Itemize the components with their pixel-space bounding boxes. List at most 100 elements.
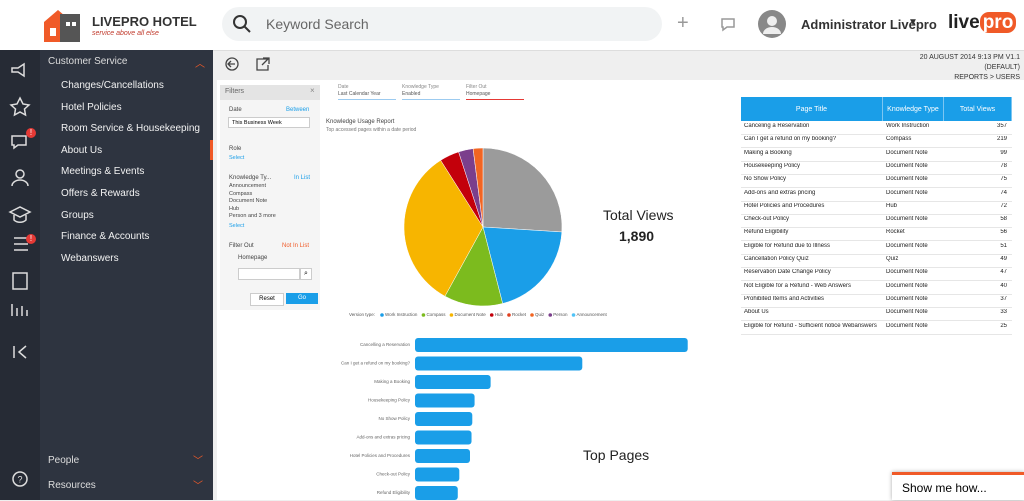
bar-title: Top Pages <box>583 447 650 463</box>
bar <box>415 412 473 426</box>
user-caret[interactable]: ▼ <box>908 17 918 28</box>
search-icon <box>233 15 251 33</box>
nav-item[interactable]: Hotel Policies <box>61 101 122 113</box>
value: This Business Week <box>232 120 282 126</box>
nav-item[interactable]: Offers & Rewards <box>61 188 140 199</box>
cell: Document Note <box>886 189 928 196</box>
operator[interactable]: Not In List <box>282 243 310 249</box>
bar-label: No Show Policy <box>378 416 410 421</box>
reset-button[interactable]: Reset <box>250 293 284 306</box>
bar-label: Can I get a refund on my booking? <box>341 361 411 366</box>
chat-icon[interactable] <box>720 16 736 32</box>
select-link[interactable]: Select <box>229 223 245 229</box>
user-name[interactable]: Administrator Livepro <box>801 17 937 32</box>
nav-item[interactable]: Finance & Accounts <box>61 231 150 243</box>
bar-label: Add-ons and extras pricing <box>356 435 410 440</box>
row-line <box>741 134 1012 135</box>
filter-title: Filters <box>225 88 245 95</box>
nav-item[interactable]: Meetings & Events <box>61 166 145 178</box>
section-title[interactable]: Resources <box>48 480 96 491</box>
brand: live pro <box>948 12 1017 34</box>
nav-item[interactable]: Room Service & Housekeeping <box>61 123 200 135</box>
chevron[interactable]: ﹀ <box>193 481 203 492</box>
label: Reset <box>259 296 275 302</box>
legend-dot <box>507 313 511 317</box>
chevron[interactable]: ﹀ <box>193 456 203 467</box>
bar-label: Housekeeping Policy <box>368 398 411 403</box>
cell: About Us <box>744 309 769 316</box>
legend-dot <box>571 313 576 317</box>
pie-slice <box>444 226 503 307</box>
table-header <box>741 97 1012 121</box>
operator[interactable]: In List <box>294 175 311 181</box>
label: Show me how... <box>902 481 987 495</box>
cell: 357 <box>996 123 1007 129</box>
cell: Work Instruction <box>886 123 930 129</box>
cell: 33 <box>1000 309 1007 316</box>
cell: 49 <box>1000 256 1007 262</box>
bar <box>415 375 491 389</box>
cell: Rocket <box>886 229 905 236</box>
column-header[interactable]: Knowledge Type <box>883 97 944 121</box>
chip-underline <box>402 99 460 100</box>
legend-label: Work Instruction <box>385 312 418 317</box>
section-title[interactable]: Customer Service <box>48 56 128 67</box>
cell: Making a Booking <box>744 149 792 156</box>
rail-icons: ? <box>8 62 32 487</box>
column-header[interactable]: Page Title <box>741 97 883 121</box>
toolbar-icons[interactable] <box>222 54 277 74</box>
column-header[interactable]: Total Views <box>944 97 1012 121</box>
row-line <box>741 200 1012 202</box>
bar-label: Hotel Policies and Procedures <box>350 453 411 458</box>
cell: Document Note <box>886 269 928 276</box>
help-button[interactable]: Show me how... <box>892 472 1024 500</box>
avatar[interactable] <box>758 10 786 38</box>
chevron[interactable]: ︿ <box>195 59 205 70</box>
cell: 51 <box>1000 242 1007 249</box>
cell: Prohibited Items and Activities <box>744 295 825 302</box>
info: 20 AUGUST 2014 9:13 PM V1.1 (DEFAULT) RE… <box>920 53 1020 83</box>
search-button[interactable]: ⌕ <box>300 268 312 280</box>
bar <box>415 467 460 482</box>
cell: 37 <box>1000 295 1007 302</box>
report-title: Knowledge Usage Report <box>326 119 395 125</box>
close[interactable]: × <box>310 86 315 95</box>
date-select[interactable]: This Business Week <box>228 117 310 128</box>
operator[interactable]: Between <box>286 107 310 113</box>
row-line <box>741 147 1012 149</box>
chip-label: Knowledge Type <box>402 84 439 90</box>
cell: 75 <box>1000 176 1007 183</box>
nav-item[interactable]: Changes/Cancellations <box>61 80 164 91</box>
go-button[interactable]: Go <box>286 293 318 304</box>
total-value: 1,890 <box>619 228 655 244</box>
bar <box>415 430 472 445</box>
legend-label: Document Note <box>454 312 486 317</box>
add-button[interactable]: + <box>677 12 689 34</box>
cell: Document Note <box>886 149 928 156</box>
nav-item[interactable]: Groups <box>61 209 94 221</box>
row-line <box>741 227 1012 229</box>
section-title[interactable]: People <box>48 455 80 466</box>
search-box[interactable] <box>222 7 662 41</box>
label: Filter Out <box>229 243 254 249</box>
cell: Document Note <box>886 295 928 302</box>
chip-value: Last Calendar Year <box>338 91 381 97</box>
cell: Document Note <box>886 176 928 183</box>
row-line <box>741 160 1012 162</box>
cell: Reservation Date Change Policy <box>744 269 831 276</box>
select-link[interactable]: Select <box>229 155 245 161</box>
cell: Compass <box>886 136 912 143</box>
cell: Canceling a Reservation <box>744 123 810 129</box>
cell: Document Note <box>886 242 928 249</box>
cell: Can I get a refund on my booking? <box>744 136 837 143</box>
text-input[interactable] <box>238 268 300 280</box>
icon-rail <box>0 50 40 500</box>
nav-item[interactable]: Webanswers <box>61 252 119 264</box>
nav-item[interactable]: About Us <box>61 144 103 156</box>
logo-text: LIVEPRO HOTEL <box>92 14 197 29</box>
chip-label: Filter Out <box>466 84 487 90</box>
info-line: (DEFAULT) <box>984 64 1020 71</box>
label: Go <box>297 295 306 301</box>
row-line <box>741 293 1012 295</box>
cell: Add-ons and extras pricing <box>744 189 816 196</box>
